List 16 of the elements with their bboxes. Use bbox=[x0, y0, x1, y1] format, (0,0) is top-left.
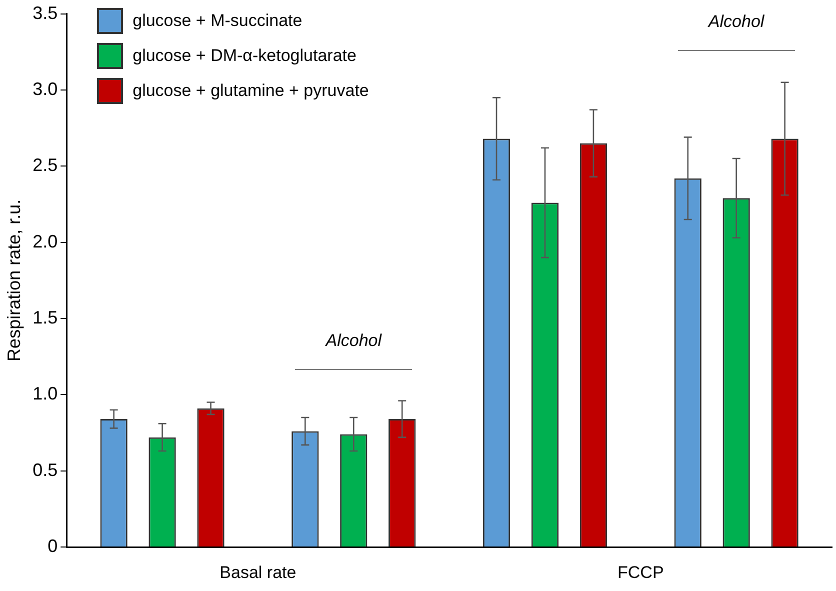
y-tick-label: 1.5 bbox=[32, 307, 58, 328]
annotation: Alcohol bbox=[708, 12, 764, 32]
legend-label: glucose + M-succinate bbox=[132, 10, 302, 31]
y-tick-label: 3.0 bbox=[32, 78, 58, 99]
text: FCCP bbox=[618, 563, 664, 583]
y-tick-label: 1.0 bbox=[32, 384, 58, 404]
y-axis-title: Respiration rate, r.u. bbox=[4, 199, 24, 362]
text: Basal rate bbox=[220, 563, 296, 583]
y-tick-label: 2.5 bbox=[32, 155, 58, 176]
legend-label: glucose + DM-α-ketoglutarate bbox=[132, 46, 356, 66]
y-tick-label: 3.5 bbox=[32, 2, 58, 23]
y-tick-label: 0.5 bbox=[32, 460, 58, 480]
legend-label: glucose + glutamine + pyruvate bbox=[132, 80, 369, 101]
y-tick-label: 2.0 bbox=[32, 231, 58, 252]
annotation: Alcohol bbox=[326, 330, 382, 351]
y-tick-label: 0 bbox=[48, 536, 58, 556]
